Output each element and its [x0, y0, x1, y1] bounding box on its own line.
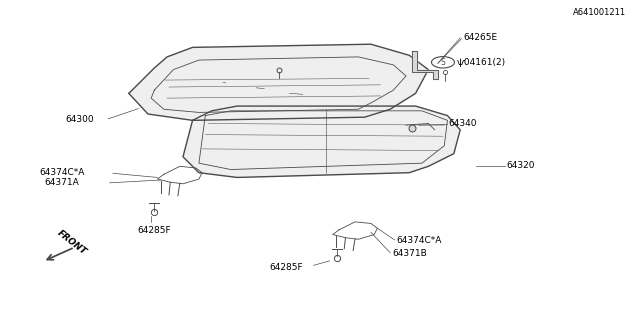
Text: 64371A: 64371A	[45, 178, 79, 187]
Text: 64371B: 64371B	[393, 249, 428, 258]
Polygon shape	[129, 44, 428, 120]
Text: 64374C*A: 64374C*A	[40, 168, 85, 177]
Text: 64265E: 64265E	[463, 33, 497, 42]
Text: S: S	[440, 58, 445, 67]
Text: 64285F: 64285F	[138, 226, 171, 235]
Text: 64320: 64320	[507, 161, 535, 170]
Text: FRONT: FRONT	[55, 228, 88, 257]
Polygon shape	[183, 106, 460, 178]
Text: 64285F: 64285F	[269, 263, 303, 272]
Text: A641001211: A641001211	[573, 8, 626, 17]
Text: ѱ04161(2): ѱ04161(2)	[457, 59, 506, 68]
Polygon shape	[412, 51, 438, 79]
Text: 64374C*A: 64374C*A	[396, 236, 442, 245]
Text: 64300: 64300	[65, 115, 93, 124]
Text: 64340: 64340	[449, 119, 477, 128]
